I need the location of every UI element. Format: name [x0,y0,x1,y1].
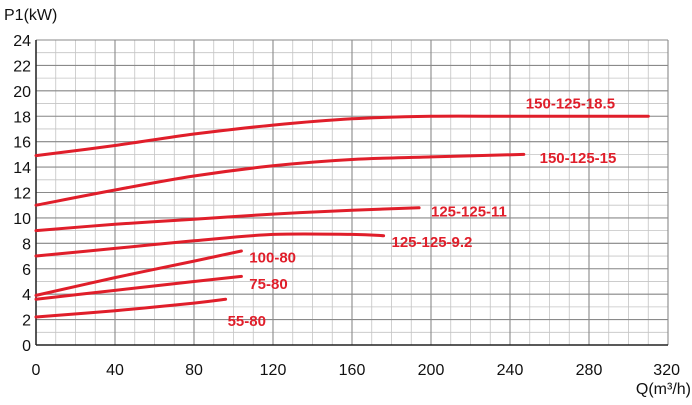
curve-75-80 [34,274,243,301]
x-tick-label: 200 [418,362,445,379]
curve-label-100-80: 100-80 [249,249,296,266]
y-tick-label: 12 [13,186,31,203]
y-tick-label: 0 [22,338,31,355]
y-tick-label: 14 [13,160,31,177]
x-axis-label: Q(m³/h) [636,381,691,398]
curve-label-150-125-18-5: 150-125-18.5 [526,96,615,113]
curve-100-80 [34,249,243,297]
x-tick-label: 320 [653,362,680,379]
y-axis-label: P1(kW) [4,7,57,24]
y-tick-label: 8 [22,236,31,253]
x-tick-label: 280 [576,362,603,379]
y-tick-label: 6 [22,262,31,279]
y-tick-label: 2 [22,313,31,330]
curve-150-125-15 [34,152,526,207]
y-tick-label: 10 [13,211,31,228]
curve-150-125-18-5 [34,114,650,158]
curve-label-125-125-9-2: 125-125-9.2 [392,234,473,251]
x-tick-label: 0 [32,362,41,379]
x-tick-label: 160 [339,362,366,379]
curve-125-125-11 [34,206,421,233]
y-tick-label: 18 [13,109,31,126]
x-tick-label: 240 [497,362,524,379]
curve-55-80 [34,297,228,319]
y-tick-label: 4 [22,287,31,304]
grid-major [35,39,669,346]
curve-label-55-80: 55-80 [228,313,266,330]
x-tick-labels: 0 40 80 120 160 200 240 280 320 [32,362,681,379]
curve-label-125-125-11: 125-125-11 [431,204,507,221]
curve-label-75-80: 75-80 [249,276,287,293]
curve-labels: 150-125-18.5 150-125-15 125-125-11 125-125-… [228,96,617,330]
curve-label-150-125-15: 150-125-15 [540,150,617,167]
x-tick-label: 80 [185,362,203,379]
curve-125-125-9-2 [34,232,386,258]
x-tick-label: 40 [106,362,124,379]
y-tick-label: 16 [13,135,31,152]
x-tick-label: 120 [260,362,287,379]
y-tick-label: 22 [13,58,31,75]
curves [34,114,650,319]
y-tick-label: 20 [13,84,31,101]
y-tick-label: 24 [13,33,31,50]
